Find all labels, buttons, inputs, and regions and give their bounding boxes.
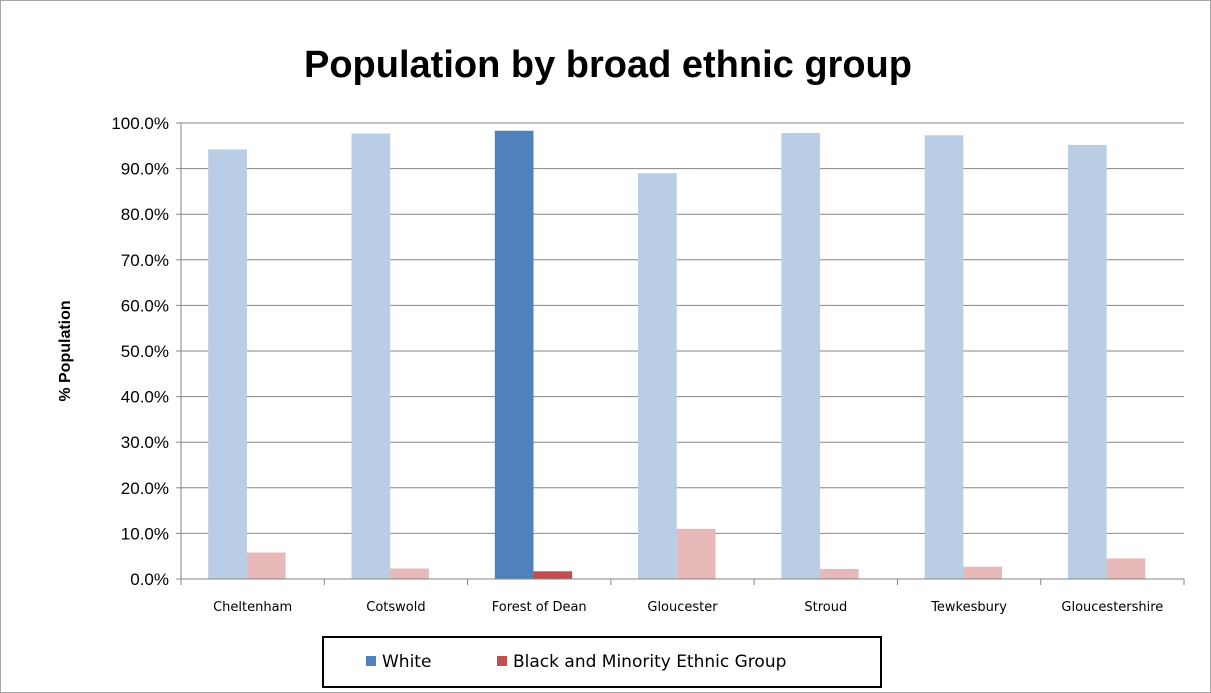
legend-swatch-bme [497, 656, 507, 666]
y-axis-label: % Population [57, 300, 74, 401]
legend: White Black and Minority Ethnic Group [322, 636, 882, 688]
y-tick-labels: 0.0% 10.0% 20.0% 30.0% 40.0% 50.0% 60.0% 70.0% 8… [111, 114, 169, 589]
legend-box [322, 636, 882, 688]
y-tick-label: 100.0% [111, 114, 169, 133]
legend-label-white: White [382, 652, 431, 672]
bar-white-stroud [781, 133, 821, 579]
y-tick-label: 70.0% [121, 251, 169, 270]
bar-white-cotswold [351, 133, 391, 580]
bar-bme-tewkesbury [963, 566, 1003, 579]
bar-bme-gloucester [676, 528, 716, 579]
axes [176, 122, 1185, 585]
bar-white-tewkesbury [924, 135, 964, 579]
bar-white-gloucester [638, 173, 677, 579]
gridlines [181, 122, 1184, 580]
y-tick-label: 20.0% [121, 479, 169, 498]
bar-white-gloucestershire [1067, 144, 1107, 579]
y-tick-label: 60.0% [121, 296, 169, 315]
y-tick-label: 10.0% [121, 524, 169, 543]
y-tick-label: 90.0% [121, 160, 169, 179]
x-tick-label: Stroud [804, 600, 847, 615]
chart-title: Population by broad ethnic group [304, 44, 912, 86]
bar-bme-cotswold [390, 568, 429, 579]
x-tick-label: Cotswold [366, 600, 425, 615]
x-tick-label: Tewkesbury [930, 600, 1007, 615]
bar-bme-cheltenham [246, 552, 286, 579]
y-tick-label: 30.0% [121, 433, 169, 452]
bar-bme-gloucestershire [1106, 558, 1146, 579]
bar-white-cheltenham [208, 149, 247, 579]
legend-label-bme: Black and Minority Ethnic Group [513, 652, 786, 672]
y-tick-label: 0.0% [130, 570, 169, 589]
x-tick-label: Gloucestershire [1061, 600, 1163, 615]
y-tick-label: 40.0% [121, 388, 169, 407]
bar-bme-stroud [820, 568, 859, 579]
x-tick-labels: Cheltenham Cotswold Forest of Dean Gloucest… [213, 600, 1163, 615]
bars [208, 130, 1146, 580]
legend-swatch-white [366, 656, 376, 666]
bar-white-forest-of-dean [494, 130, 534, 579]
x-tick-label: Gloucester [647, 600, 718, 615]
bar-bme-forest-of-dean [533, 571, 573, 579]
y-tick-label: 50.0% [121, 342, 169, 361]
x-tick-label: Forest of Dean [492, 600, 587, 615]
y-tick-label: 80.0% [121, 205, 169, 224]
x-tick-label: Cheltenham [213, 600, 292, 615]
